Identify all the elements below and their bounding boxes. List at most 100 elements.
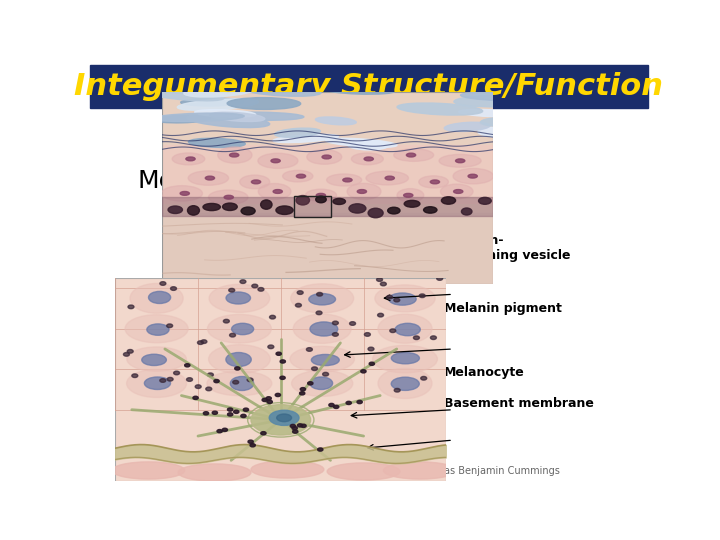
Circle shape [195,385,201,388]
Ellipse shape [395,323,420,336]
Circle shape [235,367,240,370]
Ellipse shape [224,195,233,199]
Ellipse shape [292,370,353,396]
Circle shape [230,333,235,337]
Circle shape [295,303,302,307]
Ellipse shape [423,207,437,213]
Circle shape [229,288,235,292]
Circle shape [228,413,233,416]
Ellipse shape [188,171,228,185]
Ellipse shape [456,159,465,163]
Ellipse shape [385,176,395,180]
Ellipse shape [316,193,325,197]
Ellipse shape [431,180,439,184]
Ellipse shape [207,371,272,396]
Circle shape [292,430,298,433]
Ellipse shape [151,91,224,101]
Circle shape [193,396,198,400]
Ellipse shape [230,376,253,390]
Bar [294,196,331,218]
Ellipse shape [240,175,270,188]
Circle shape [431,336,436,340]
Circle shape [203,411,209,415]
Ellipse shape [419,176,449,188]
Circle shape [248,440,253,443]
Circle shape [346,401,351,404]
Circle shape [377,313,384,317]
Circle shape [301,424,306,428]
Ellipse shape [387,207,400,214]
Ellipse shape [315,117,356,125]
Circle shape [357,400,362,403]
Ellipse shape [187,206,199,215]
Circle shape [240,414,246,417]
Ellipse shape [389,293,416,305]
Ellipse shape [210,112,265,122]
Ellipse shape [161,186,202,201]
Ellipse shape [216,112,304,120]
Ellipse shape [207,314,271,343]
Text: Integumentary Structure/Function: Integumentary Structure/Function [74,72,664,101]
Ellipse shape [441,197,456,204]
Ellipse shape [273,190,282,193]
Circle shape [160,282,166,285]
Ellipse shape [459,110,518,117]
Ellipse shape [243,85,321,96]
Ellipse shape [357,190,366,193]
Ellipse shape [333,198,346,205]
Ellipse shape [269,410,299,426]
Circle shape [307,348,312,352]
Circle shape [167,377,173,381]
Circle shape [184,363,190,367]
Circle shape [222,428,228,431]
Circle shape [419,294,426,298]
Ellipse shape [130,284,183,313]
Ellipse shape [227,98,301,110]
Ellipse shape [441,184,473,199]
Circle shape [317,293,323,296]
Circle shape [333,333,338,336]
Circle shape [394,298,400,302]
Circle shape [395,388,400,392]
Circle shape [243,408,248,411]
Ellipse shape [404,200,420,207]
Ellipse shape [375,285,435,312]
Ellipse shape [276,206,293,214]
Circle shape [233,380,239,384]
Circle shape [364,333,370,336]
Circle shape [160,379,166,382]
Ellipse shape [391,377,419,390]
Ellipse shape [258,184,291,199]
Circle shape [171,287,176,291]
Circle shape [127,349,133,353]
Ellipse shape [251,404,310,435]
Ellipse shape [454,190,463,193]
Circle shape [369,362,374,366]
Ellipse shape [261,200,272,210]
Ellipse shape [127,347,186,372]
Circle shape [261,431,266,435]
Ellipse shape [276,414,292,422]
Ellipse shape [468,174,477,178]
Ellipse shape [203,204,220,211]
Ellipse shape [480,118,522,126]
Ellipse shape [378,368,432,399]
Circle shape [276,352,282,355]
Circle shape [186,377,192,381]
Circle shape [132,374,138,377]
Circle shape [266,397,271,400]
Circle shape [207,373,213,376]
Circle shape [292,427,297,430]
Ellipse shape [194,110,256,117]
Ellipse shape [209,190,248,205]
Ellipse shape [186,157,195,161]
Ellipse shape [394,149,433,161]
Ellipse shape [112,462,185,479]
Ellipse shape [178,464,251,481]
Ellipse shape [184,85,255,97]
Circle shape [217,429,222,433]
Bar [162,145,493,203]
Circle shape [280,376,285,380]
Ellipse shape [181,98,243,106]
Ellipse shape [439,154,481,167]
